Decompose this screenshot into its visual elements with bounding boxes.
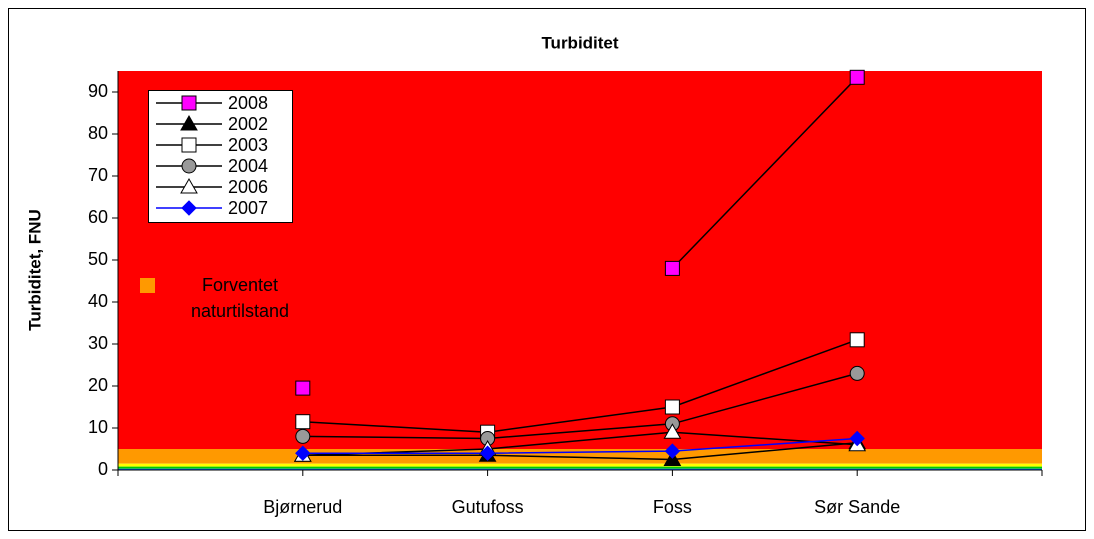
band-swatch (140, 278, 155, 293)
series-line (302, 431, 858, 457)
x-tick-label: Gutufoss (452, 497, 524, 517)
marker (295, 414, 311, 430)
marker (295, 380, 311, 396)
band (118, 466, 1042, 469)
legend-label: 2007 (228, 198, 268, 218)
marker (181, 200, 197, 216)
marker (181, 158, 197, 174)
marker (479, 445, 496, 461)
marker (181, 95, 197, 111)
marker (295, 445, 311, 461)
y-tick-label: 60 (88, 207, 108, 227)
marker (664, 260, 680, 276)
band-legend: Forventet naturtilstand (140, 272, 320, 324)
series-line (302, 372, 858, 440)
series-line (671, 76, 858, 269)
marker (180, 177, 198, 194)
marker (849, 332, 865, 348)
marker (181, 137, 197, 153)
marker (849, 430, 865, 447)
y-tick-label: 10 (88, 417, 108, 437)
legend-label: 2006 (228, 177, 268, 197)
x-tick-label: Bjørnerud (263, 497, 342, 517)
marker (664, 399, 680, 415)
y-tick-label: 80 (88, 123, 108, 143)
y-tick-label: 30 (88, 333, 108, 353)
legend-label: 2003 (228, 135, 268, 155)
y-tick-label: 50 (88, 249, 108, 269)
marker (295, 428, 311, 444)
x-tick-label: Sør Sande (814, 497, 900, 517)
marker (849, 69, 865, 85)
y-tick-label: 70 (88, 165, 108, 185)
band (118, 463, 1042, 467)
legend-label: 2002 (228, 114, 268, 134)
y-axis-label: Turbiditet, FNU (25, 209, 44, 331)
band (118, 449, 1042, 464)
marker (849, 365, 865, 381)
y-tick-label: 40 (88, 291, 108, 311)
band-label: Forventet naturtilstand (190, 275, 290, 321)
chart-title: Turbiditet (541, 33, 618, 52)
series-line (302, 441, 858, 461)
legend-box (148, 90, 293, 223)
series-line (302, 437, 858, 454)
band (118, 468, 1042, 470)
marker (180, 114, 198, 131)
legend-label: 2004 (228, 156, 268, 176)
x-tick-label: Foss (653, 497, 692, 517)
marker (664, 443, 681, 459)
y-tick-label: 0 (98, 459, 108, 479)
marker (663, 423, 682, 439)
y-tick-label: 20 (88, 375, 108, 395)
y-tick-label: 90 (88, 81, 108, 101)
series-line (302, 339, 858, 433)
legend-label: 2008 (228, 93, 268, 113)
